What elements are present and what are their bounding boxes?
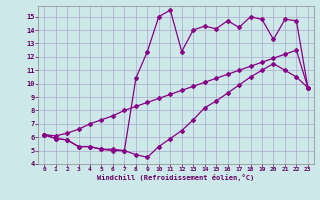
X-axis label: Windchill (Refroidissement éolien,°C): Windchill (Refroidissement éolien,°C) <box>97 174 255 181</box>
